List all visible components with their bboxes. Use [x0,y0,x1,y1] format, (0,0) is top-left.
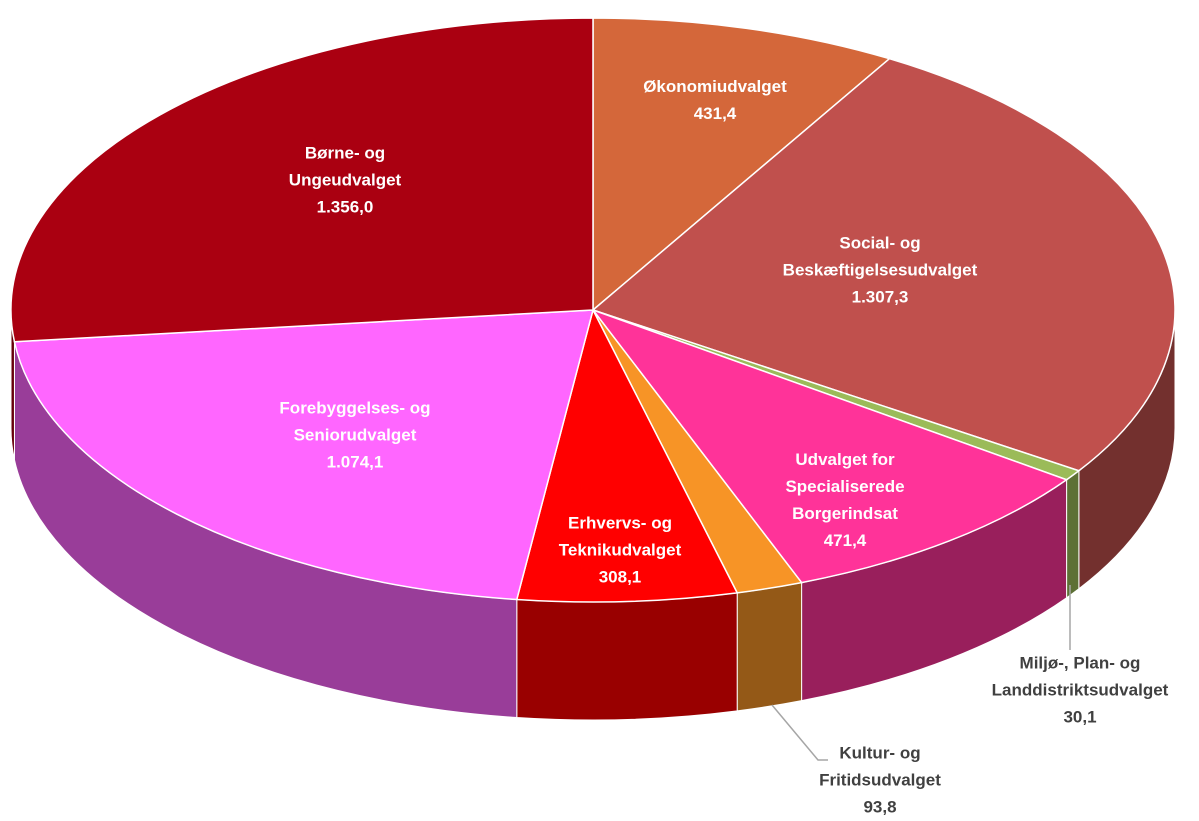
data-label: Social- og Beskæftigelsesudvalget 1.307,3 [755,230,1005,311]
value-label: 471,4 [823,531,867,550]
category-label: Børne- og Ungeudvalget [288,143,402,190]
category-label: Forebyggelses- og Seniorudvalget [279,398,431,445]
leader-line [771,704,828,761]
data-label: Kultur- og Fritidsudvalget 93,8 [795,740,965,821]
slice [515,307,739,603]
category-label: Udvalget for Specialiserede Borgerindsat [785,450,905,523]
category-label: Erhvervs- og Teknikudvalget [558,513,682,560]
data-label: Børne- og Ungeudvalget 1.356,0 [270,140,420,221]
value-label: 308,1 [598,567,642,587]
data-label: Miljø-, Plan- og Landdistriktsudvalget 30… [965,650,1195,731]
slice-side [516,592,738,721]
value-label: 30,1 [1063,707,1097,727]
value-label: 1.307,3 [851,287,909,307]
data-label: Erhvervs- og Teknikudvalget 308,1 [535,510,705,591]
value-label: 431,4 [693,104,737,123]
data-label: Økonomiudvalget 431,4 [615,73,815,127]
slice [592,17,891,312]
data-label: Udvalget for Specialiserede Borgerindsat… [760,446,930,554]
category-label: Kultur- og Fritidsudvalget [819,743,941,790]
slice-side [1066,469,1080,599]
category-label: Miljø-, Plan- og Landdistriktsudvalget [991,653,1169,700]
category-label: Social- og Beskæftigelsesudvalget [782,233,978,280]
value-label: 1.074,1 [326,452,384,472]
slice [590,308,1069,584]
slice-side [736,581,803,712]
value-label: 1.356,0 [316,197,374,217]
value-label: 93,8 [863,797,897,817]
slice [10,17,594,343]
slice [591,57,1176,472]
slice [13,309,594,601]
category-label: Økonomiudvalget [643,77,787,96]
data-label: Forebyggelses- og Seniorudvalget 1.074,1 [240,395,470,476]
